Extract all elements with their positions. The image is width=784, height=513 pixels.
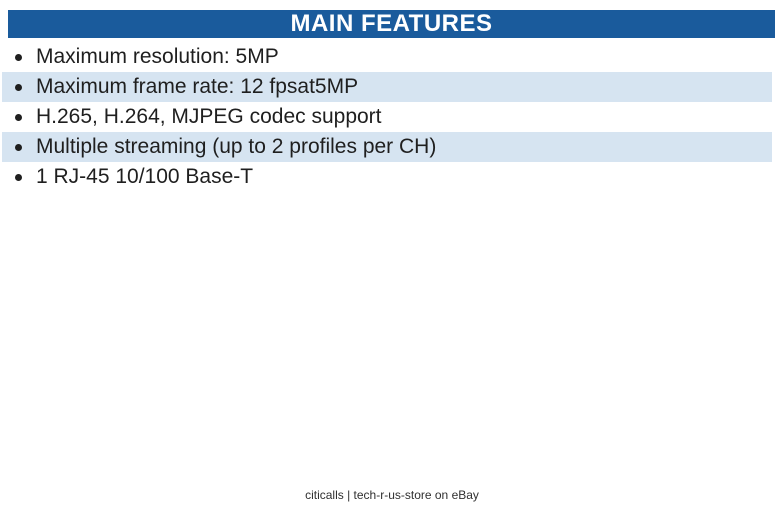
page-title: MAIN FEATURES — [290, 10, 493, 37]
bullet-icon — [15, 83, 22, 91]
feature-text: 1 RJ-45 10/100 Base-T — [36, 165, 254, 188]
seller-credit-text: citicalls | tech-r-us-store on eBay — [305, 488, 479, 502]
feature-row-codec-support: H.265, H.264, MJPEG codec support — [2, 102, 772, 132]
footer: citicalls | tech-r-us-store on eBay — [0, 486, 784, 504]
feature-text: Maximum frame rate: 12 fpsat5MP — [36, 75, 359, 98]
bullet-icon — [15, 143, 22, 151]
feature-row-rj45: 1 RJ-45 10/100 Base-T — [2, 162, 772, 192]
bullet-icon — [15, 53, 22, 61]
features-list: Maximum resolution: 5MP Maximum frame ra… — [2, 42, 772, 192]
feature-text: H.265, H.264, MJPEG codec support — [36, 105, 382, 128]
bullet-icon — [15, 113, 22, 121]
section-header: MAIN FEATURES — [8, 10, 775, 38]
bullet-icon — [15, 173, 22, 181]
feature-text: Maximum resolution: 5MP — [36, 45, 279, 68]
feature-text: Multiple streaming (up to 2 profiles per… — [36, 135, 437, 158]
feature-row-multiple-streaming: Multiple streaming (up to 2 profiles per… — [2, 132, 772, 162]
feature-row-frame-rate: Maximum frame rate: 12 fpsat5MP — [2, 72, 772, 102]
feature-row-max-resolution: Maximum resolution: 5MP — [2, 42, 772, 72]
